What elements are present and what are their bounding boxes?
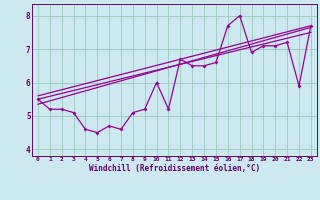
X-axis label: Windchill (Refroidissement éolien,°C): Windchill (Refroidissement éolien,°C) [89,164,260,173]
